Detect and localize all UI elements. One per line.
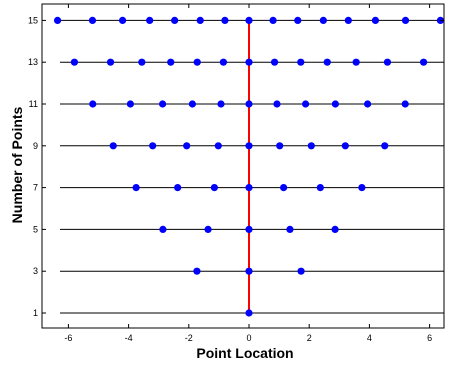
point-row-7-3 [210, 184, 218, 192]
x-tick-label: 4 [367, 333, 372, 343]
point-row-3-1 [193, 267, 201, 275]
x-tick-label: -4 [125, 333, 133, 343]
point-row-7-4 [245, 184, 253, 192]
point-row-1-1 [245, 309, 253, 317]
point-row-13-6 [219, 58, 228, 66]
point-row-11-2 [126, 100, 135, 108]
point-row-11-10 [363, 100, 372, 108]
point-row-9-6 [276, 142, 284, 150]
point-row-15-10 [294, 16, 302, 24]
point-row-13-10 [323, 58, 331, 66]
point-row-9-3 [183, 142, 191, 150]
y-tick-label: 11 [29, 99, 38, 109]
point-row-5-1 [159, 225, 167, 233]
x-tick-label: -2 [185, 333, 193, 343]
point-row-7-7 [358, 184, 366, 192]
y-tick-label: 5 [33, 224, 38, 234]
point-row-15-6 [196, 16, 204, 24]
point-row-15-8 [245, 16, 253, 24]
point-row-11-1 [89, 100, 97, 108]
point-row-9-9 [381, 142, 389, 150]
point-row-5-3 [245, 225, 253, 233]
point-row-5-2 [204, 225, 212, 233]
y-tick-label: 7 [33, 183, 38, 193]
point-row-3-2 [245, 267, 253, 275]
point-row-9-4 [214, 142, 222, 150]
point-row-5-5 [331, 225, 339, 233]
point-row-7-2 [174, 184, 182, 192]
point-row-13-7 [245, 58, 253, 66]
point-row-11-8 [301, 100, 310, 108]
point-row-11-11 [401, 100, 409, 108]
point-row-11-5 [217, 100, 225, 108]
point-row-11-4 [188, 100, 197, 108]
point-row-13-4 [167, 58, 175, 66]
point-row-11-6 [245, 100, 253, 108]
point-row-15-2 [88, 16, 97, 24]
point-row-15-3 [118, 16, 127, 24]
point-row-15-9 [269, 16, 277, 24]
y-tick-label: 3 [33, 266, 38, 276]
point-row-13-2 [106, 58, 115, 66]
x-tick-label: 2 [307, 333, 312, 343]
point-row-7-1 [132, 184, 140, 192]
axes-frame [41, 3, 445, 329]
point-row-15-11 [319, 16, 327, 24]
point-row-11-9 [331, 100, 339, 108]
point-row-3-3 [297, 267, 305, 275]
point-row-9-5 [245, 142, 253, 150]
point-row-13-9 [297, 58, 305, 66]
point-row-15-12 [344, 16, 352, 24]
point-row-15-14 [401, 16, 410, 24]
point-row-15-4 [146, 16, 154, 24]
point-row-9-1 [109, 142, 117, 150]
point-row-15-7 [221, 16, 229, 24]
plot-frame [41, 3, 445, 329]
point-row-11-7 [273, 100, 281, 108]
y-axis-label: Number of Points [9, 106, 25, 223]
point-row-13-12 [383, 58, 392, 66]
point-row-9-2 [149, 142, 157, 150]
point-row-9-8 [341, 142, 349, 150]
x-tick-label: 6 [427, 333, 432, 343]
y-tick-label: 13 [28, 57, 38, 67]
y-tick-label: 1 [33, 308, 38, 318]
x-axis-label: Point Location [196, 345, 293, 361]
point-row-13-8 [270, 58, 279, 66]
point-row-7-5 [280, 184, 288, 192]
point-row-7-6 [316, 184, 324, 192]
point-row-5-4 [286, 225, 294, 233]
point-row-9-7 [307, 142, 315, 150]
points-layer [53, 16, 445, 317]
point-row-15-5 [171, 16, 179, 24]
point-row-15-13 [371, 16, 380, 24]
x-tick-label: -6 [64, 333, 72, 343]
point-row-11-3 [159, 100, 167, 108]
point-row-13-1 [70, 58, 79, 66]
y-tick-label: 9 [33, 141, 38, 151]
x-tick-label: 0 [246, 333, 251, 343]
point-row-13-5 [193, 58, 201, 66]
point-row-15-1 [53, 16, 62, 24]
y-tick-label: 15 [28, 15, 38, 25]
point-row-13-3 [138, 58, 146, 66]
point-row-13-13 [419, 58, 428, 66]
point-row-13-11 [352, 58, 360, 66]
